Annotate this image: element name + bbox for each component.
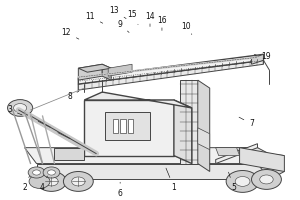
Circle shape (43, 167, 60, 178)
Circle shape (33, 170, 41, 175)
Polygon shape (198, 128, 210, 150)
Circle shape (14, 104, 27, 112)
Circle shape (226, 171, 259, 192)
Text: 7: 7 (239, 117, 254, 128)
Text: 3: 3 (7, 105, 22, 115)
Text: 8: 8 (67, 91, 79, 101)
Polygon shape (105, 112, 150, 140)
Text: 4: 4 (40, 176, 47, 192)
Polygon shape (102, 64, 111, 80)
Polygon shape (216, 148, 284, 156)
Bar (113, 119, 118, 133)
Text: 15: 15 (127, 10, 138, 25)
Circle shape (72, 177, 85, 186)
Text: 5: 5 (229, 172, 236, 192)
Circle shape (63, 171, 93, 191)
Polygon shape (84, 100, 174, 156)
Text: 19: 19 (254, 52, 271, 61)
Text: 14: 14 (145, 12, 155, 27)
Polygon shape (25, 148, 269, 164)
Circle shape (29, 174, 50, 188)
Text: 16: 16 (157, 16, 167, 30)
Text: 1: 1 (166, 168, 176, 192)
Polygon shape (37, 164, 269, 179)
Polygon shape (78, 64, 102, 80)
Polygon shape (78, 64, 111, 72)
Polygon shape (108, 64, 132, 76)
Circle shape (48, 170, 55, 175)
Circle shape (37, 171, 66, 191)
Text: 10: 10 (181, 22, 192, 34)
Polygon shape (78, 54, 263, 84)
Text: 6: 6 (118, 182, 123, 198)
Polygon shape (216, 144, 257, 164)
Circle shape (235, 177, 250, 186)
Polygon shape (240, 148, 284, 171)
Polygon shape (78, 60, 263, 90)
Bar (120, 119, 125, 133)
Polygon shape (174, 100, 192, 164)
Text: 11: 11 (85, 12, 103, 23)
Circle shape (45, 177, 58, 186)
Polygon shape (198, 80, 210, 171)
Text: 12: 12 (61, 28, 79, 39)
Circle shape (251, 170, 281, 189)
Polygon shape (180, 80, 198, 164)
Text: 13: 13 (110, 6, 126, 19)
Bar (128, 119, 133, 133)
Polygon shape (251, 54, 263, 64)
Polygon shape (257, 156, 284, 179)
Polygon shape (54, 148, 84, 160)
Circle shape (28, 167, 45, 178)
Circle shape (260, 175, 273, 184)
Circle shape (8, 100, 33, 116)
Text: 9: 9 (118, 20, 129, 32)
Polygon shape (84, 92, 192, 108)
Polygon shape (216, 148, 240, 156)
Text: 2: 2 (22, 176, 29, 192)
